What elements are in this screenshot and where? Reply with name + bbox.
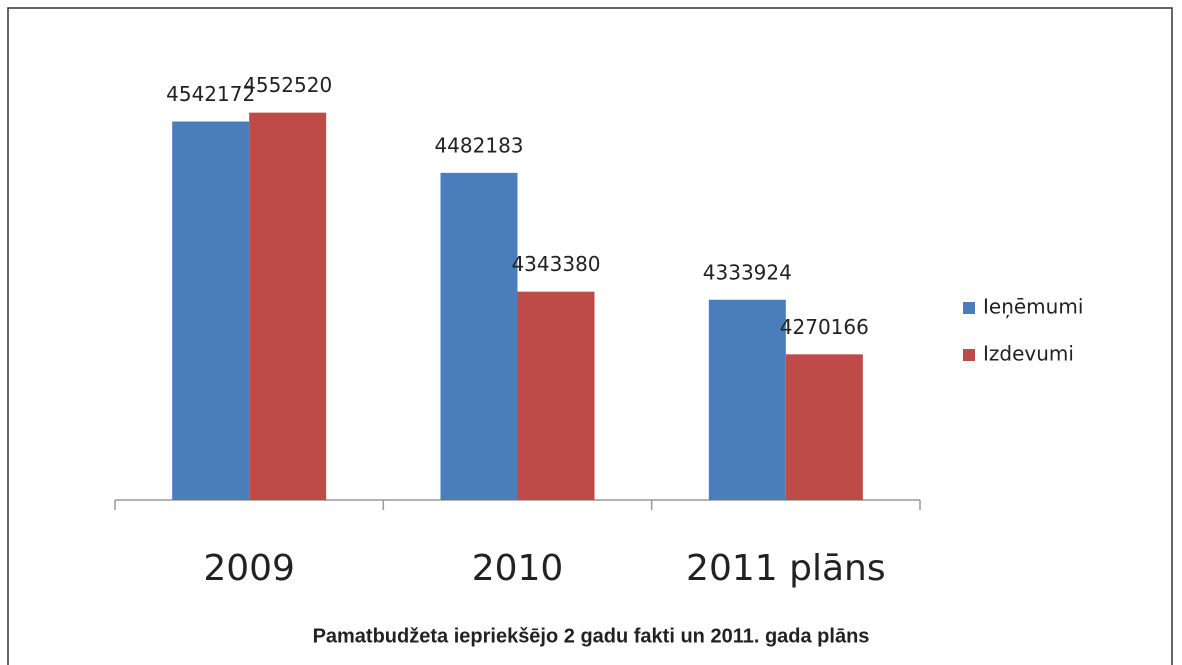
chart-caption: Pamatbudžeta iepriekšējo 2 gadu fakti un… xyxy=(313,625,870,647)
legend-label: Ieņēmumi xyxy=(983,295,1083,319)
legend-swatch xyxy=(963,349,975,361)
data-label: 4333924 xyxy=(703,260,792,284)
legend-label: Izdevumi xyxy=(983,342,1074,366)
x-tick-label: 2011 plāns xyxy=(686,548,886,589)
bar xyxy=(249,112,327,500)
bar xyxy=(785,354,863,500)
bar xyxy=(172,121,250,501)
data-label: 4552520 xyxy=(243,73,332,97)
data-label: 4270166 xyxy=(780,315,869,339)
data-label: 4482183 xyxy=(434,133,523,157)
x-tick-label: 2009 xyxy=(203,548,295,589)
bar xyxy=(708,299,786,500)
legend-swatch xyxy=(963,302,975,314)
x-tick-label: 2010 xyxy=(472,548,564,589)
data-label: 4542172 xyxy=(166,82,255,106)
data-label: 4343380 xyxy=(511,252,600,276)
bar xyxy=(517,291,595,500)
frame xyxy=(7,7,1173,665)
bar xyxy=(440,172,518,500)
